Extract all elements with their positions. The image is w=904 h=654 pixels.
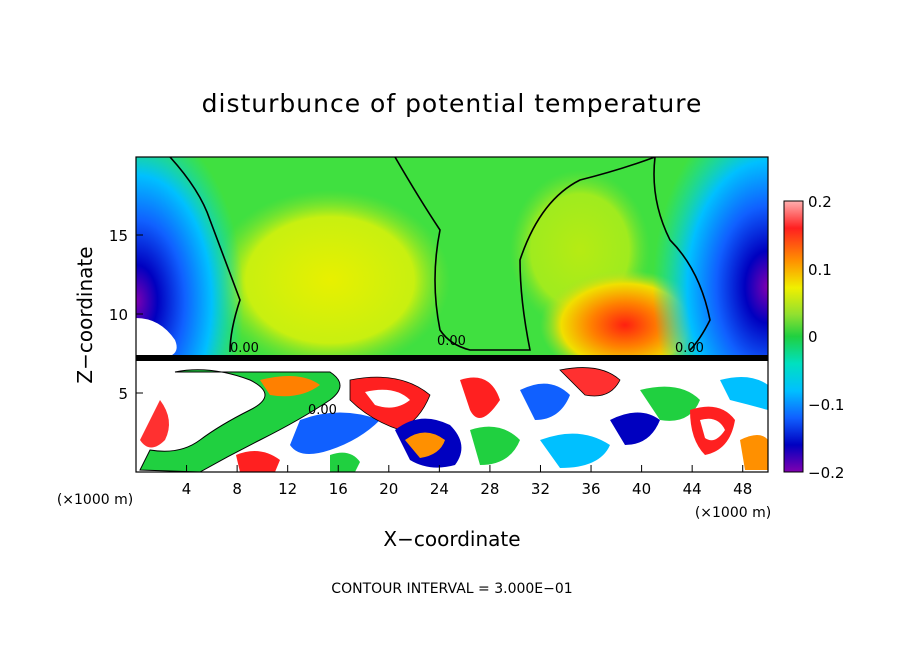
y-axis: 5 10 15	[109, 227, 143, 403]
colorbar-tick-label: 0.2	[808, 193, 832, 211]
zero-contour-2	[394, 157, 656, 351]
warm-region-center	[210, 190, 450, 370]
heatmap-field	[136, 157, 768, 472]
zero-contour-3	[653, 157, 711, 351]
x-tick-label: 44	[683, 480, 702, 498]
chart-title: disturbunce of potential temperature	[202, 89, 703, 118]
contour-interval-note: CONTOUR INTERVAL = 3.000E−01	[331, 581, 572, 597]
inversion-layer	[136, 355, 768, 361]
y-tick-label: 10	[109, 306, 128, 324]
undefined-region-left	[136, 318, 177, 356]
x-axis-title: X−coordinate	[383, 527, 520, 551]
x-tick-label: 36	[581, 480, 600, 498]
colorbar-tick-label: −0.2	[808, 464, 844, 482]
zero-contour-1	[169, 157, 241, 353]
x-tick-label: 48	[733, 480, 752, 498]
x-tick-label: 28	[480, 480, 499, 498]
contour-label: 0.00	[308, 403, 337, 418]
x-unit-right: (×1000 m)	[695, 505, 771, 521]
y-tick-label: 5	[118, 385, 128, 403]
colorbar-tick-label: 0	[808, 328, 818, 346]
x-tick-label: 12	[278, 480, 297, 498]
cold-region-right	[640, 157, 768, 357]
x-tick-label: 40	[632, 480, 651, 498]
x-unit-left: (×1000 m)	[57, 492, 133, 508]
y-axis-title: Z−coordinate	[73, 246, 97, 383]
x-axis: 4 8 12 16 20 24 28 32 36 40 44 48	[182, 465, 752, 498]
contour-label: 0.00	[437, 334, 466, 349]
colorbar-tick-label: −0.1	[808, 396, 844, 414]
x-tick-label: 16	[329, 480, 348, 498]
contour-label: 0.00	[230, 341, 259, 356]
colorbar: 0.2 0.1 0 −0.1 −0.2	[783, 193, 844, 482]
x-tick-label: 20	[379, 480, 398, 498]
colorbar-tick-label: 0.1	[808, 261, 832, 279]
y-tick-label: 15	[109, 227, 128, 245]
x-tick-label: 32	[531, 480, 550, 498]
x-tick-label: 24	[430, 480, 449, 498]
colorbar-gradient	[783, 200, 804, 473]
contour-label: 0.00	[675, 341, 704, 356]
turbulent-structures	[139, 367, 768, 472]
x-tick-label: 4	[182, 480, 192, 498]
x-tick-label: 8	[232, 480, 242, 498]
